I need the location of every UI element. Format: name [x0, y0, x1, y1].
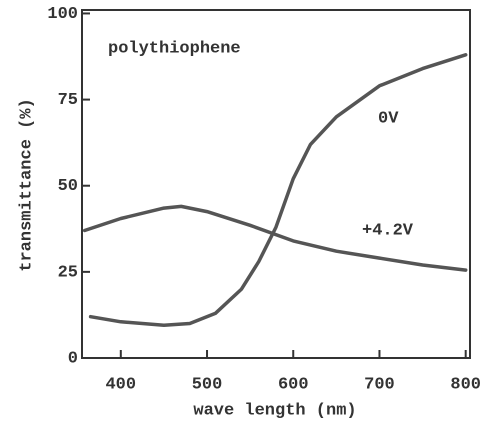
series-line — [82, 204, 468, 272]
y-tick-label: 75 — [58, 91, 78, 110]
y-tick-label: 0 — [68, 349, 78, 368]
y-tick-label: 50 — [58, 177, 78, 196]
x-axis-label: wave length (nm) — [193, 401, 356, 420]
x-tick-label: 500 — [192, 375, 223, 394]
annotation: polythiophene — [108, 39, 241, 58]
y-tick-label: 25 — [58, 263, 78, 282]
x-tick-label: 600 — [278, 375, 309, 394]
x-tick-label: 700 — [364, 375, 395, 394]
series-label: 0V — [378, 109, 399, 128]
series-line — [88, 53, 468, 328]
x-tick-label: 400 — [105, 375, 136, 394]
series-label: +4.2V — [362, 221, 414, 240]
x-tick-label: 800 — [450, 375, 481, 394]
plot-frame — [81, 9, 471, 359]
y-axis-label: transmittance (%) — [17, 98, 36, 271]
y-tick-label: 100 — [47, 5, 78, 24]
